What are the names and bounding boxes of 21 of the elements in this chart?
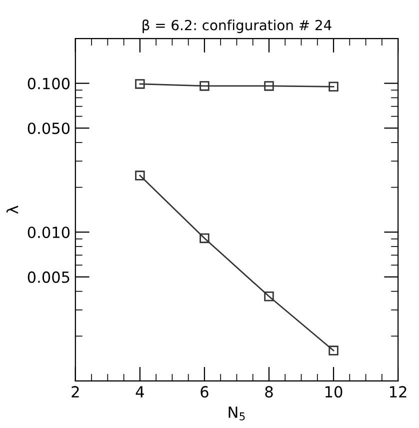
x-tick-label: 10 [325, 386, 342, 398]
point [135, 79, 145, 89]
y-tick-label: 0.100 [28, 78, 70, 90]
y-tick-label: 0.005 [28, 271, 70, 283]
point [328, 346, 338, 356]
point [264, 81, 274, 91]
point [200, 233, 210, 244]
point [328, 82, 338, 92]
y-tick-label: 0.050 [28, 122, 70, 134]
x-tick-label: 6 [200, 386, 208, 398]
x-tick-label: 2 [72, 386, 79, 398]
chart-title: β = 6.2: configuration # 24 [142, 20, 332, 34]
x-tick-label: 8 [265, 386, 273, 398]
point [135, 170, 145, 180]
y-axis-title: λ [6, 206, 18, 214]
point [200, 81, 210, 91]
x-tick-label: 12 [390, 386, 406, 398]
point [264, 292, 274, 302]
x-tick-label: 4 [136, 386, 144, 398]
y-tick-label: 0.010 [28, 226, 70, 238]
x-axis-title: N$_{5}$ [228, 406, 245, 420]
